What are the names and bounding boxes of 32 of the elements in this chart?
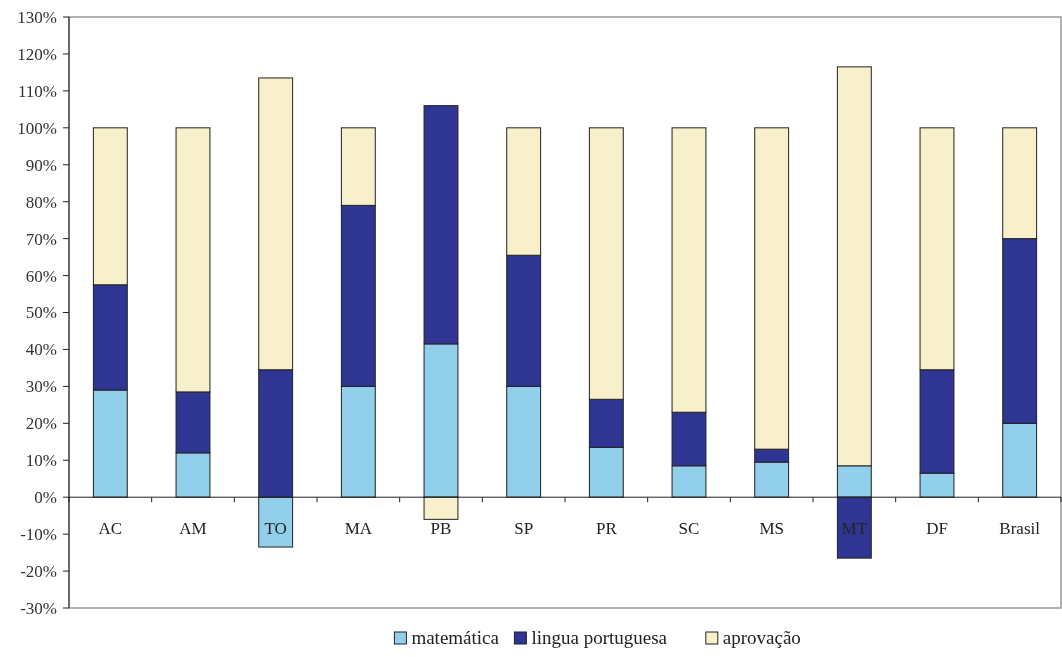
x-tick-label: SP <box>514 519 534 539</box>
y-tick-label: -10% <box>20 525 57 545</box>
x-tick-label: MT <box>841 519 868 539</box>
y-tick-label: -20% <box>20 562 57 582</box>
y-tick-label: -30% <box>20 598 57 618</box>
y-tick-label: 0% <box>34 488 57 508</box>
x-tick-label: AC <box>98 519 123 539</box>
legend-label: lingua portuguesa <box>531 627 668 648</box>
x-tick-label: AM <box>179 519 207 539</box>
y-tick-label: 20% <box>25 414 57 434</box>
y-tick-label: 120% <box>17 44 57 64</box>
y-tick-label: 70% <box>25 229 57 249</box>
x-tick-label: PB <box>430 519 452 539</box>
x-tick-label: MA <box>344 519 373 539</box>
y-tick-label: 130% <box>17 7 57 27</box>
x-tick-label: SC <box>678 519 700 539</box>
x-tick-label: PR <box>595 519 618 539</box>
y-tick-label: 30% <box>25 377 57 397</box>
y-tick-label: 10% <box>25 451 57 471</box>
y-tick-label: 80% <box>25 192 57 212</box>
y-tick-label: 110% <box>17 81 57 101</box>
x-tick-label: MS <box>759 519 784 539</box>
y-tick-label: 50% <box>25 303 57 323</box>
legend-label: matemática <box>411 627 500 648</box>
x-tick-label: DF <box>926 519 948 539</box>
y-tick-label: 60% <box>25 266 57 286</box>
y-tick-label: 40% <box>25 340 57 360</box>
y-tick-label: 90% <box>25 155 57 175</box>
x-tick-label: Brasil <box>999 519 1041 539</box>
y-tick-label: 100% <box>17 118 57 138</box>
x-tick-label: TO <box>264 519 287 539</box>
legend-label: aprovação <box>722 627 801 648</box>
